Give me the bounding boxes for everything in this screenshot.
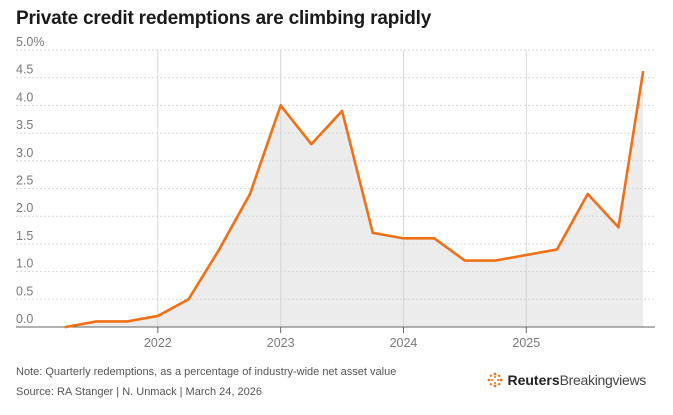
- data-point: [617, 226, 620, 229]
- y-tick-label: 3.0: [16, 146, 33, 160]
- y-tick-label: 2.0: [16, 201, 33, 215]
- data-point: [248, 192, 252, 196]
- data-point: [156, 314, 160, 318]
- y-tick-label: 5.0%: [16, 35, 45, 49]
- data-point: [340, 109, 344, 113]
- data-point: [279, 104, 282, 107]
- data-point: [371, 231, 374, 235]
- data-point: [494, 259, 497, 262]
- chart-area: 0.0 0.5 1.0 1.5 2.0 2.5 3.0 3.5 4.0 4.5 5.0% 2022 20…: [16, 35, 655, 350]
- reuters-breakingviews-logo: Reuters Breakingviews: [487, 372, 646, 388]
- y-tick-label: 2.5: [16, 174, 33, 188]
- reuters-logo-icon: [488, 372, 503, 388]
- y-tick-label: 4.5: [16, 63, 33, 77]
- y-tick-label: 1.0: [16, 257, 33, 271]
- x-tick-label: 2022: [144, 336, 172, 350]
- y-tick-label: 1.5: [16, 229, 33, 243]
- brand-name-light: Breakingviews: [559, 372, 647, 388]
- brand-name-bold: Reuters: [507, 372, 560, 388]
- chart-source: Source: RA Stanger | N. Unmack | March 2…: [16, 386, 262, 398]
- data-point: [525, 253, 528, 257]
- data-point: [187, 298, 190, 301]
- x-tick-label: 2024: [390, 336, 418, 350]
- series-line-redemptions: [64, 70, 645, 329]
- y-tick-label: 4.0: [16, 90, 33, 104]
- y-tick-label: 3.5: [16, 118, 33, 132]
- y-tick-label: 0.5: [16, 284, 33, 298]
- x-tick-label: 2023: [267, 336, 295, 350]
- x-tick-label: 2025: [512, 336, 540, 350]
- data-point: [310, 142, 313, 146]
- data-point: [555, 248, 559, 251]
- data-point: [218, 248, 221, 251]
- data-point: [463, 259, 467, 262]
- data-point: [402, 237, 405, 240]
- data-point: [641, 70, 645, 74]
- data-point: [125, 320, 129, 323]
- chart-note: Note: Quarterly redemptions, as a percen…: [16, 366, 397, 378]
- y-tick-label: 0.0: [16, 312, 33, 326]
- data-point: [95, 320, 98, 323]
- chart-title: Private credit redemptions are climbing …: [16, 8, 432, 29]
- area-fill: [65, 72, 643, 327]
- data-point: [586, 192, 589, 196]
- data-point: [432, 237, 436, 240]
- data-point: [64, 325, 67, 329]
